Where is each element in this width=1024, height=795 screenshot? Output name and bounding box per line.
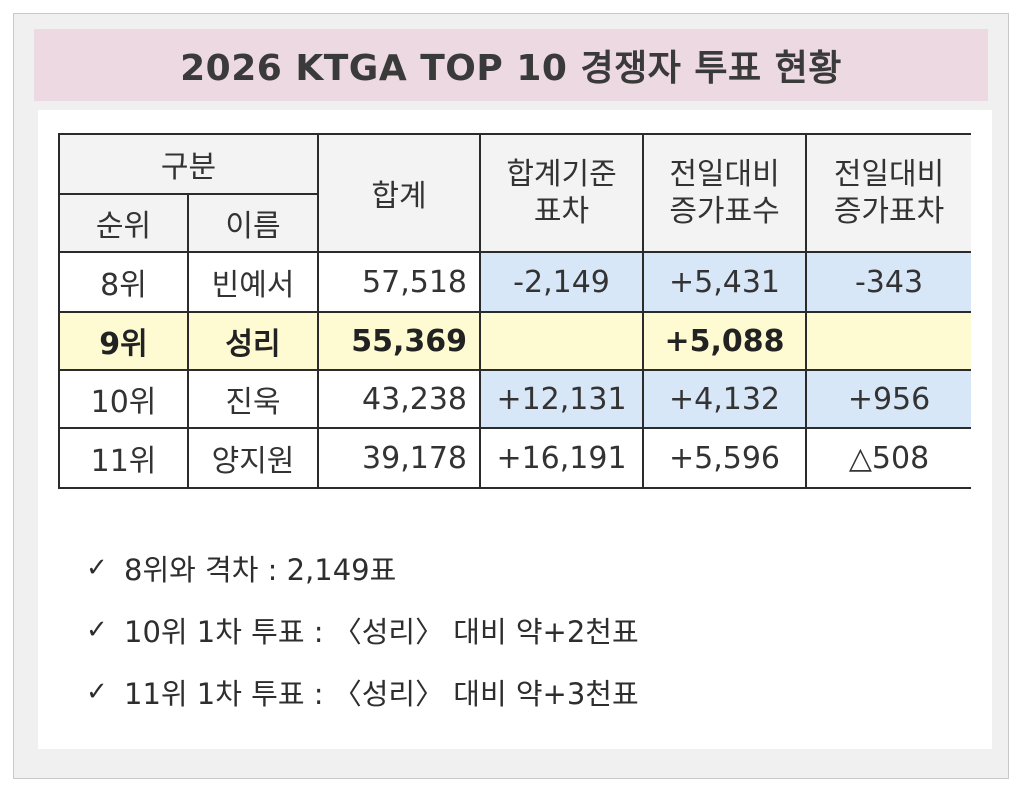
cell-rank: 9위 <box>58 311 189 371</box>
header-total: 합계 <box>317 133 481 253</box>
header-increase-line1: 전일대비 <box>669 156 780 192</box>
cell-total: 43,238 <box>317 369 481 429</box>
cell-diff <box>479 311 644 371</box>
header-diff-line2: 표차 <box>533 194 590 229</box>
note-item: ✓ 8위와 격차 : 2,149표 <box>86 537 639 599</box>
cell-increase: +4,132 <box>642 369 807 429</box>
cell-rank: 8위 <box>58 251 189 313</box>
cell-increase-diff: -343 <box>805 251 972 313</box>
cell-increase: +5,088 <box>642 311 807 371</box>
cell-increase-diff: △508 <box>805 427 972 489</box>
header-group: 구분 <box>57 133 319 195</box>
table-row-highlighted: 9위 성리 55,369 +5,088 <box>58 311 972 371</box>
cell-name: 성리 <box>186 311 319 371</box>
cell-name: 진욱 <box>186 369 319 429</box>
header-diff-line1: 합계기준 <box>506 156 617 192</box>
note-text: 8위와 격차 : 2,149표 <box>124 553 397 587</box>
cell-increase-diff: +956 <box>805 369 972 429</box>
table-row: 11위 양지원 39,178 +16,191 +5,596 △508 <box>58 427 972 489</box>
page-title: 2026 KTGA TOP 10 경쟁자 투표 현황 <box>34 29 988 101</box>
table-row: 10위 진욱 43,238 +12,131 +4,132 +956 <box>58 369 972 429</box>
cell-diff: +16,191 <box>479 427 644 489</box>
checkmark-icon: ✓ <box>86 677 108 707</box>
cell-rank: 11위 <box>58 427 189 489</box>
cell-increase: +5,431 <box>642 251 807 313</box>
cell-diff: -2,149 <box>479 251 644 313</box>
header-name: 이름 <box>186 193 319 253</box>
cell-name: 빈예서 <box>186 251 319 313</box>
cell-increase: +5,596 <box>642 427 807 489</box>
header-diff: 합계기준 표차 <box>479 133 644 253</box>
header-increase-diff-line1: 전일대비 <box>833 156 945 192</box>
cell-diff: +12,131 <box>479 369 644 429</box>
cell-name: 양지원 <box>186 427 319 489</box>
header-increase-diff-line2: 증가표차 <box>833 194 945 229</box>
cell-increase-diff <box>805 311 972 371</box>
note-item: ✓ 10위 1차 투표 : 〈성리〉 대비 약+2천표 <box>86 599 639 661</box>
header-rank: 순위 <box>58 193 189 253</box>
notes-list: ✓ 8위와 격차 : 2,149표 ✓ 10위 1차 투표 : 〈성리〉 대비 … <box>86 537 639 723</box>
note-text: 11위 1차 투표 : 〈성리〉 대비 약+3천표 <box>124 677 639 711</box>
note-text: 10위 1차 투표 : 〈성리〉 대비 약+2천표 <box>124 615 639 649</box>
checkmark-icon: ✓ <box>86 615 108 645</box>
header-increase-diff: 전일대비 증가표차 <box>805 133 972 253</box>
table-row: 8위 빈예서 57,518 -2,149 +5,431 -343 <box>58 251 972 313</box>
header-increase-line2: 증가표수 <box>669 194 780 229</box>
cell-total: 57,518 <box>317 251 481 313</box>
header-increase: 전일대비 증가표수 <box>642 133 807 253</box>
note-item: ✓ 11위 1차 투표 : 〈성리〉 대비 약+3천표 <box>86 661 639 723</box>
checkmark-icon: ✓ <box>86 553 108 583</box>
cell-rank: 10위 <box>58 369 189 429</box>
cell-total: 55,369 <box>317 311 481 371</box>
vote-table: 구분 합계 합계기준 표차 전일대비 증가표수 전일대비 증가표차 순위 이름 … <box>57 133 972 489</box>
cell-total: 39,178 <box>317 427 481 489</box>
